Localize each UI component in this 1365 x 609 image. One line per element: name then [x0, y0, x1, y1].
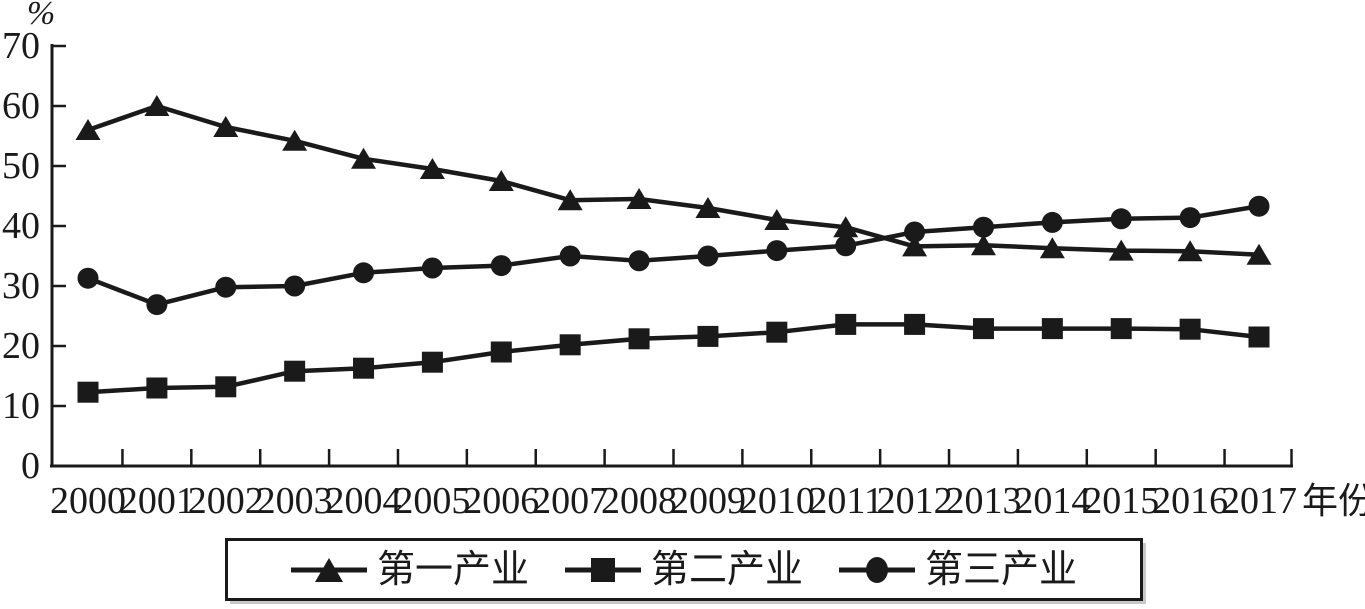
primary-industry-2014-triangle-marker: [1039, 237, 1065, 259]
tertiary-industry-2010-circle-marker: [766, 240, 788, 262]
x-tick-label-2008: 2008: [601, 480, 677, 522]
primary-industry-2003-triangle-marker: [282, 129, 308, 151]
tertiary-industry-2001-circle-marker: [146, 294, 168, 316]
primary-industry-2012-triangle-marker: [902, 235, 928, 257]
primary-industry-2017-triangle-marker: [1246, 243, 1272, 265]
x-tick-label-2015: 2015: [1083, 480, 1159, 522]
x-tick-label-2002: 2002: [188, 480, 264, 522]
secondary-industry-2002-square-marker: [215, 376, 237, 398]
primary-industry-2010-triangle-marker: [764, 209, 790, 230]
tertiary-industry-2011-circle-marker: [835, 235, 857, 257]
x-tick-label-2017: 2017: [1221, 480, 1297, 522]
secondary-industry-2017-square-marker: [1248, 326, 1270, 348]
legend-item-tertiary-industry: 第三产业: [839, 551, 1077, 589]
x-tick-label-2001: 2001: [119, 480, 195, 522]
secondary-industry-2015-square-marker: [1110, 318, 1132, 340]
x-tick-label-2004: 2004: [326, 480, 402, 522]
primary-industry-2008-triangle-marker: [626, 188, 652, 209]
x-axis-unit-label: 年份: [1302, 481, 1365, 521]
legend-label-primary-industry: 第一产业: [376, 548, 529, 591]
primary-industry-2009-triangle-marker: [695, 197, 721, 218]
legend-label-secondary-industry: 第二产业: [650, 548, 803, 591]
y-tick-label-70: 70: [2, 25, 40, 67]
secondary-industry-2001-square-marker: [146, 377, 168, 399]
secondary-industry-2007-square-marker: [559, 334, 581, 356]
secondary-industry-2005-square-marker: [421, 351, 443, 373]
secondary-industry-2012-square-marker: [904, 313, 926, 335]
x-tick-label-2016: 2016: [1152, 480, 1228, 522]
primary-industry-2007-triangle-marker: [557, 189, 583, 211]
legend-label-tertiary-industry: 第三产业: [925, 548, 1078, 591]
tertiary-industry-2007-circle-marker: [559, 245, 581, 267]
secondary-industry-2013-square-marker: [972, 318, 994, 340]
y-tick-label-60: 60: [2, 85, 40, 127]
tertiary-industry-2014-circle-marker: [1041, 211, 1063, 233]
primary-industry-2000-triangle-marker: [75, 119, 101, 140]
tertiary-industry-2008-circle-marker: [628, 250, 650, 272]
x-tick-label-2003: 2003: [257, 480, 333, 522]
primary-industry-2011-triangle-marker: [833, 216, 859, 238]
tertiary-industry-2009-circle-marker: [697, 245, 719, 267]
y-tick-label-0: 0: [21, 445, 40, 487]
tertiary-industry-2017-circle-marker: [1248, 195, 1270, 217]
x-tick-label-2007: 2007: [532, 480, 608, 522]
tertiary-industry-2016-circle-marker: [1179, 207, 1201, 229]
secondary-industry-2008-square-marker: [628, 328, 650, 350]
legend-item-secondary-industry: 第二产业: [564, 548, 803, 591]
secondary-industry-2000-square-marker: [77, 381, 99, 403]
primary-industry-2002-triangle-marker: [213, 116, 239, 137]
x-tick-label-2006: 2006: [463, 480, 539, 522]
secondary-industry-2004-square-marker: [353, 357, 375, 379]
secondary-industry-2016-square-marker: [1179, 318, 1201, 340]
tertiary-industry-2013-circle-marker: [972, 216, 994, 238]
secondary-industry-2011-square-marker: [835, 313, 857, 335]
tertiary-industry-2015-circle-marker: [1110, 208, 1132, 230]
primary-industry-2001-triangle-marker: [144, 95, 170, 116]
series-line-primary-industry: [87, 103, 1260, 258]
secondary-industry-2010-square-marker: [766, 321, 788, 343]
tertiary-industry-2004-circle-marker: [353, 262, 375, 284]
secondary-industry-2003-square-marker: [284, 360, 306, 382]
x-tick-label-2011: 2011: [808, 480, 883, 522]
secondary-industry-2006-square-marker: [490, 341, 512, 363]
x-tick-label-2013: 2013: [945, 480, 1021, 522]
y-tick-label-50: 50: [2, 145, 40, 187]
primary-industry-2005-triangle-marker: [419, 158, 445, 179]
tertiary-industry-2005-circle-marker: [421, 257, 443, 279]
y-tick-label-40: 40: [2, 205, 40, 247]
tertiary-industry-2000-circle-marker: [77, 267, 99, 289]
y-tick-label-10: 10: [2, 385, 40, 427]
secondary-industry-2009-square-marker: [697, 325, 719, 347]
secondary-industry-2014-square-marker: [1041, 318, 1063, 340]
y-axis-unit-label: %: [27, 0, 55, 32]
primary-industry-2015-triangle-marker: [1108, 239, 1134, 261]
tertiary-industry-2012-circle-marker: [904, 221, 926, 243]
x-tick-label-2005: 2005: [394, 480, 470, 522]
series-line-secondary-industry: [87, 322, 1260, 395]
circle-marker-icon: [839, 556, 915, 583]
legend-item-primary-industry: 第一产业: [290, 548, 529, 591]
legend-box: 第一产业 第二产业 第三产业: [225, 538, 1143, 601]
primary-industry-2016-triangle-marker: [1177, 240, 1203, 262]
tertiary-industry-2003-circle-marker: [284, 275, 306, 297]
square-marker-icon: [564, 557, 641, 582]
x-tick-label-2012: 2012: [877, 480, 953, 522]
y-tick-label-20: 20: [2, 325, 40, 367]
y-tick-label-30: 30: [2, 265, 40, 307]
primary-industry-2013-triangle-marker: [970, 234, 996, 256]
tertiary-industry-2006-circle-marker: [490, 255, 512, 277]
tertiary-industry-2002-circle-marker: [215, 276, 237, 298]
x-tick-label-2014: 2014: [1014, 480, 1090, 522]
triangle-marker-icon: [290, 557, 367, 582]
x-tick-label-2009: 2009: [670, 480, 746, 522]
primary-industry-2006-triangle-marker: [488, 170, 514, 191]
series-line-tertiary-industry: [87, 203, 1260, 307]
primary-industry-2004-triangle-marker: [351, 147, 377, 169]
x-tick-label-2010: 2010: [739, 480, 815, 522]
x-tick-label-2000: 2000: [50, 480, 126, 522]
